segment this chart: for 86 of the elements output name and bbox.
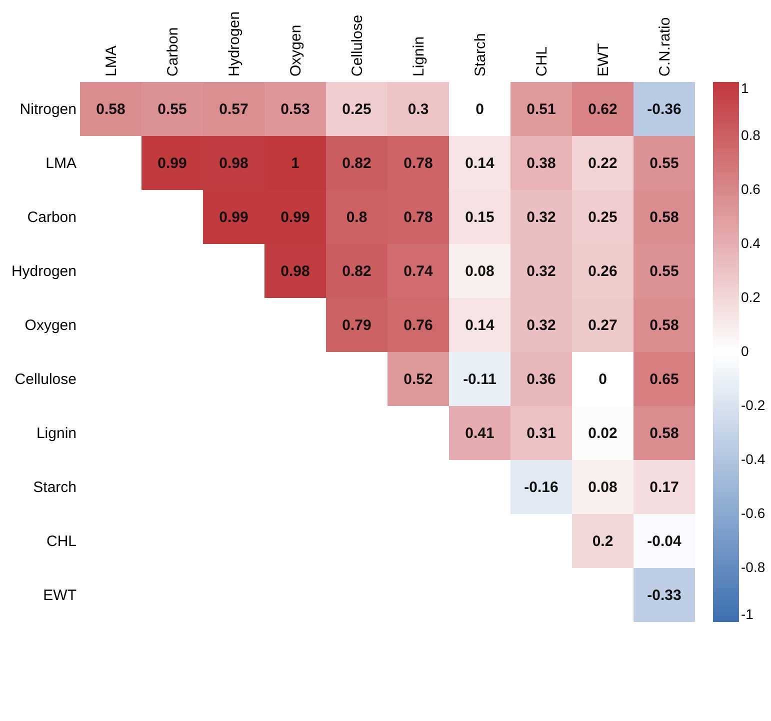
data-label: 0.98 <box>280 263 310 280</box>
data-label: 0.55 <box>650 263 679 280</box>
data-label: 0.99 <box>219 209 248 226</box>
data-label: 0.55 <box>158 101 187 118</box>
y-tick-label: Hydrogen <box>11 263 76 280</box>
data-label: 0.74 <box>404 263 434 280</box>
data-label: -0.11 <box>463 371 496 388</box>
data-label: 0.25 <box>588 209 618 226</box>
data-label: 0.15 <box>465 209 494 226</box>
data-label: 0.17 <box>650 479 679 496</box>
data-label: 0.58 <box>96 101 126 118</box>
color-bar-label: -0.2 <box>741 397 766 413</box>
data-label: -0.16 <box>524 479 558 496</box>
color-bar-label: 0.2 <box>741 289 761 305</box>
color-bar-label: -0.8 <box>741 559 766 575</box>
data-label: 0.3 <box>408 101 429 118</box>
x-tick-label: C.N.ratio <box>656 17 674 76</box>
x-tick-label: Starch <box>472 33 489 76</box>
data-label: 0.32 <box>526 209 556 226</box>
color-bar-label: -0.4 <box>741 451 766 467</box>
y-tick-label: Lignin <box>36 425 76 442</box>
data-label: 0.2 <box>592 533 614 550</box>
color-bar-label: 0.6 <box>741 181 761 197</box>
data-label: 0.22 <box>588 155 618 172</box>
data-label: 0.82 <box>342 263 372 280</box>
data-label: 0.32 <box>526 317 556 334</box>
y-tick-label: CHL <box>46 533 76 550</box>
data-label: 0.57 <box>219 101 248 118</box>
data-label: 0.08 <box>588 479 618 496</box>
y-tick-label: EWT <box>43 587 76 604</box>
y-tick-label: Nitrogen <box>20 101 76 118</box>
data-label: 0.51 <box>526 101 556 118</box>
data-label: 0.14 <box>465 155 495 172</box>
data-label: 0.31 <box>526 425 556 442</box>
x-tick-label: Cellulose <box>348 14 366 76</box>
color-bar-label: 0 <box>741 343 749 359</box>
data-label: 0.32 <box>526 263 556 280</box>
data-label: 0.27 <box>588 317 618 334</box>
y-tick-label: LMA <box>46 155 76 172</box>
data-label: 0.25 <box>342 101 372 118</box>
data-label: 0.82 <box>342 155 372 172</box>
data-label: -0.36 <box>647 101 682 118</box>
color-bar-label: 1 <box>741 80 749 96</box>
data-label: -0.33 <box>647 587 682 604</box>
data-label: 0.26 <box>588 263 618 280</box>
y-tick-label: Oxygen <box>24 317 76 334</box>
data-label: 0.62 <box>588 101 618 118</box>
data-label: 0.78 <box>404 209 433 226</box>
data-label: 0.41 <box>465 425 494 442</box>
data-label: 0 <box>598 371 607 388</box>
data-label: 0.14 <box>465 317 495 334</box>
data-label: 0.55 <box>650 155 679 172</box>
data-label: 0.78 <box>404 155 433 172</box>
data-label: 0.79 <box>342 317 372 334</box>
data-label: 0.99 <box>280 209 310 226</box>
color-bar-label: -1 <box>741 606 754 622</box>
data-label: 0.53 <box>280 101 310 118</box>
x-tick-label: Lignin <box>410 36 428 76</box>
color-bar-label: 0.4 <box>741 235 761 251</box>
x-tick-label: Hydrogen <box>226 11 243 76</box>
data-label: 0.99 <box>158 155 187 172</box>
y-tick-label: Cellulose <box>14 371 76 388</box>
data-label: 0.52 <box>404 371 433 388</box>
data-label: 0.8 <box>346 209 368 226</box>
data-label: 0 <box>476 101 484 118</box>
data-label: 0.98 <box>219 155 248 172</box>
data-label: 0.58 <box>650 317 679 334</box>
data-label: 0.58 <box>650 209 679 226</box>
data-label: 0.36 <box>526 371 556 388</box>
data-label: 0.38 <box>526 155 556 172</box>
color-bar-label: -0.6 <box>741 505 766 521</box>
x-tick-label: CHL <box>533 46 550 76</box>
data-label: 0.76 <box>404 317 433 334</box>
data-label: 1 <box>291 155 300 172</box>
y-tick-label: Starch <box>33 479 76 496</box>
data-label: -0.04 <box>647 533 682 550</box>
x-tick-label: Oxygen <box>287 24 304 76</box>
x-tick-label: EWT <box>594 43 612 76</box>
data-label: 0.58 <box>650 425 679 442</box>
y-tick-label: Carbon <box>27 209 76 226</box>
data-label: 0.02 <box>588 425 618 442</box>
x-tick-label: LMA <box>102 46 120 76</box>
data-label: 0.65 <box>650 371 679 388</box>
data-label: 0.08 <box>465 263 494 280</box>
x-tick-label: Carbon <box>164 27 182 76</box>
color-bar-label: 0.8 <box>741 127 761 143</box>
